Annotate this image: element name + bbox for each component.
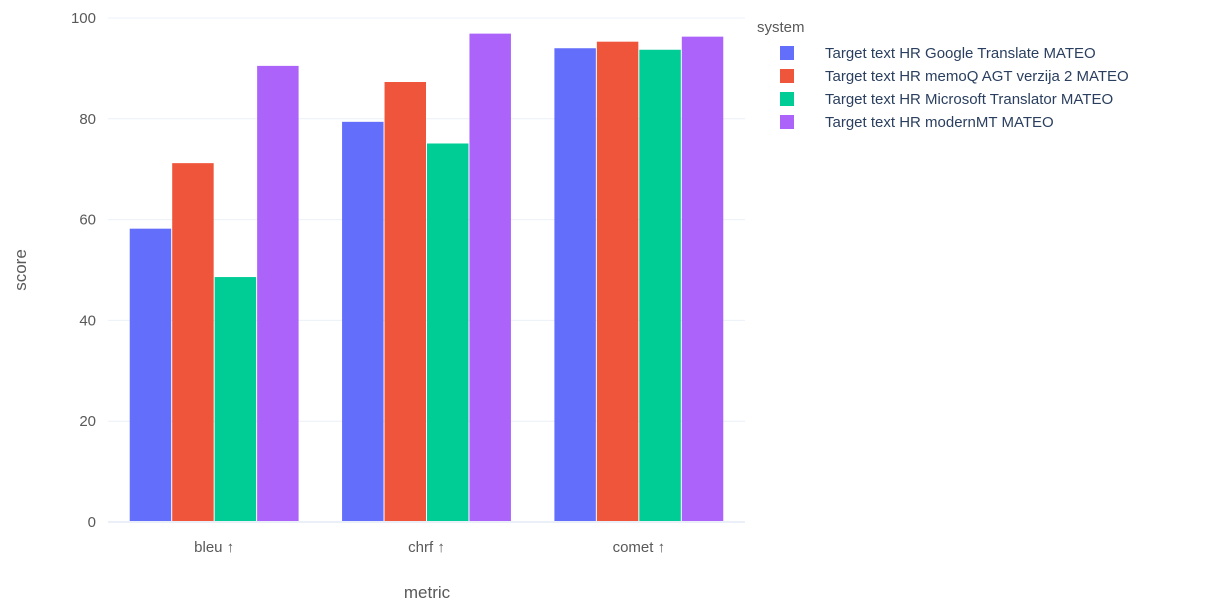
legend-label: Target text HR Microsoft Translator MATE…	[825, 91, 1113, 108]
bar	[681, 36, 724, 522]
legend-title: system	[757, 19, 805, 36]
bar	[129, 228, 172, 522]
x-tick-label: bleu ↑	[194, 539, 234, 556]
bar	[342, 121, 384, 522]
y-axis-title: score	[11, 249, 30, 291]
bar	[639, 49, 681, 522]
y-tick-label: 100	[71, 10, 96, 27]
y-tick-label: 60	[79, 212, 96, 229]
bar	[214, 277, 257, 522]
legend-swatch	[780, 69, 794, 83]
legend-label: Target text HR modernMT MATEO	[825, 114, 1054, 131]
bar	[172, 163, 214, 523]
bar	[554, 48, 596, 523]
y-tick-label: 20	[79, 413, 96, 430]
axes: 0 20 40 60 80 100 bleu ↑ chrf ↑ comet ↑	[71, 10, 745, 556]
y-tick-label: 80	[79, 111, 96, 128]
legend-swatch	[780, 92, 794, 106]
legend-label: Target text HR Google Translate MATEO	[825, 45, 1096, 62]
legend: system Target text HR Google Translate M…	[757, 19, 1129, 131]
bar	[596, 41, 639, 523]
gridlines	[108, 17, 745, 422]
legend-swatch	[780, 46, 794, 60]
x-axis-title: metric	[404, 583, 451, 602]
bar	[427, 143, 469, 522]
y-tick-label: 40	[79, 312, 96, 329]
bar	[469, 33, 511, 523]
bar	[257, 65, 299, 522]
x-tick-label: comet ↑	[613, 539, 666, 556]
x-tick-label: chrf ↑	[408, 539, 445, 556]
bar	[384, 82, 426, 523]
legend-label: Target text HR memoQ AGT verzija 2 MATEO	[825, 68, 1129, 85]
bars	[129, 33, 724, 523]
y-tick-label: 0	[88, 514, 96, 531]
legend-swatch	[780, 115, 794, 129]
